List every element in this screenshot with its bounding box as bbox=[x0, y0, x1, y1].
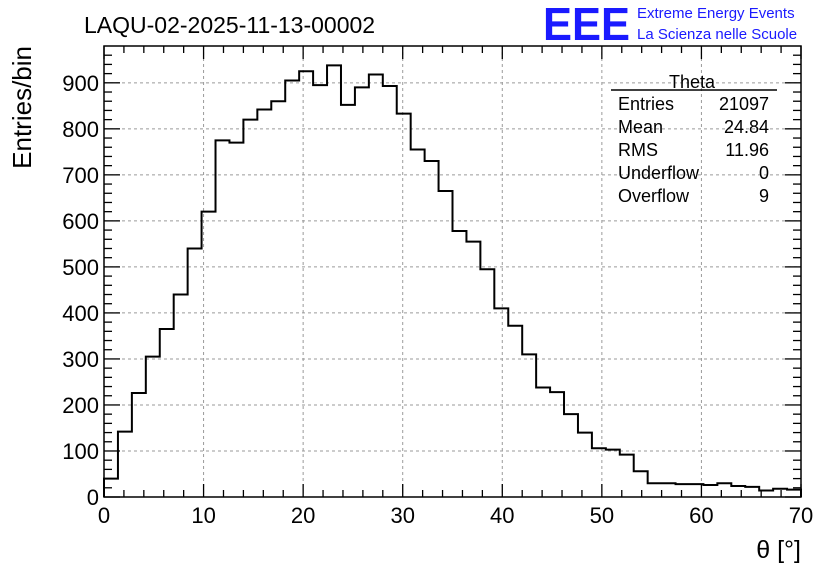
stats-value-underflow: 0 bbox=[759, 163, 769, 183]
y-tick-label: 400 bbox=[62, 301, 99, 326]
y-tick-label: 0 bbox=[87, 485, 99, 510]
x-tick-label: 60 bbox=[689, 503, 713, 528]
histogram-bin bbox=[676, 484, 690, 497]
histogram-bin bbox=[592, 448, 606, 497]
histogram-bin bbox=[257, 110, 271, 497]
y-tick-label: 100 bbox=[62, 439, 99, 464]
histogram-bin bbox=[606, 450, 620, 497]
histogram-bin bbox=[453, 231, 467, 497]
histogram-bin bbox=[522, 354, 536, 497]
histogram-bin bbox=[174, 295, 188, 497]
x-tick-label: 30 bbox=[390, 503, 414, 528]
y-tick-label: 500 bbox=[62, 255, 99, 280]
histogram-bin bbox=[202, 212, 216, 497]
stats-value-overflow: 9 bbox=[759, 186, 769, 206]
stats-value-entries: 21097 bbox=[719, 94, 769, 114]
histogram-bin bbox=[383, 86, 397, 497]
y-tick-labels: 0 100 200 300 400 500 600 700 800 900 bbox=[62, 71, 99, 510]
histogram-bin bbox=[188, 248, 202, 497]
histogram-bin bbox=[355, 87, 369, 497]
stats-value-mean: 24.84 bbox=[724, 117, 769, 137]
axis-ticks bbox=[103, 46, 802, 498]
histogram-bin bbox=[717, 483, 731, 497]
stats-label-rms: RMS bbox=[618, 140, 658, 160]
histogram-bin bbox=[773, 489, 787, 497]
histogram-bin bbox=[787, 490, 801, 497]
histogram-bin bbox=[634, 471, 648, 497]
eee-logo-line2: La Scienza nelle Scuole bbox=[637, 26, 797, 43]
y-tick-label: 800 bbox=[62, 117, 99, 142]
histogram-outline bbox=[103, 64, 802, 497]
histogram-bin bbox=[243, 120, 257, 497]
histogram-bin bbox=[578, 433, 592, 497]
histogram-bin bbox=[132, 393, 146, 497]
histogram-bin bbox=[480, 269, 494, 497]
eee-logo-line1: Extreme Energy Events bbox=[637, 5, 795, 22]
grid-lines bbox=[104, 46, 801, 497]
histogram-bin bbox=[160, 329, 174, 497]
stats-title: Theta bbox=[669, 72, 716, 92]
histogram-bin bbox=[425, 161, 439, 497]
histogram-bin bbox=[494, 308, 508, 497]
histogram-bin bbox=[229, 143, 243, 497]
y-tick-label: 300 bbox=[62, 347, 99, 372]
x-axis-label: θ [°] bbox=[756, 536, 801, 564]
histogram-bin bbox=[745, 487, 759, 497]
histogram-bin bbox=[703, 485, 717, 497]
histogram-bin bbox=[662, 483, 676, 497]
histogram-bin bbox=[313, 85, 327, 497]
eee-logo: EEE Extreme Energy Events La Scienza nel… bbox=[543, 0, 797, 50]
histogram-bin bbox=[285, 81, 299, 497]
histogram-bin bbox=[466, 242, 480, 497]
histogram-bin bbox=[536, 387, 550, 497]
chart-title: LAQU-02-2025-11-13-00002 bbox=[84, 12, 375, 38]
x-tick-label: 0 bbox=[98, 503, 110, 528]
y-axis-label: Entries/bin bbox=[7, 46, 37, 169]
histogram-bin bbox=[369, 75, 383, 497]
histogram-bin bbox=[648, 483, 662, 497]
x-tick-label: 40 bbox=[490, 503, 514, 528]
x-tick-label: 10 bbox=[191, 503, 215, 528]
eee-logo-mark: EEE bbox=[543, 0, 630, 50]
x-tick-labels: 0 10 20 30 40 50 60 70 bbox=[98, 503, 813, 528]
histogram-bin bbox=[118, 432, 132, 497]
histogram-bin bbox=[411, 150, 425, 497]
histogram-bin bbox=[508, 326, 522, 497]
histogram-bin bbox=[146, 357, 160, 497]
histogram-bin bbox=[271, 101, 285, 497]
histogram-bin bbox=[564, 414, 578, 497]
x-tick-label: 50 bbox=[590, 503, 614, 528]
stats-label-entries: Entries bbox=[618, 94, 674, 114]
y-tick-label: 700 bbox=[62, 163, 99, 188]
histogram-bin bbox=[397, 114, 411, 497]
stats-label-overflow: Overflow bbox=[618, 186, 690, 206]
histogram-bin bbox=[327, 65, 341, 497]
x-tick-label: 70 bbox=[789, 503, 813, 528]
stats-value-rms: 11.96 bbox=[725, 140, 769, 160]
y-tick-label: 600 bbox=[62, 209, 99, 234]
x-tick-label: 20 bbox=[291, 503, 315, 528]
stats-label-underflow: Underflow bbox=[618, 163, 700, 183]
histogram-bin bbox=[550, 392, 564, 497]
y-tick-label: 900 bbox=[62, 71, 99, 96]
plot-frame bbox=[103, 45, 802, 498]
histogram-bin bbox=[439, 191, 453, 497]
histogram-bin bbox=[731, 486, 745, 497]
y-tick-label: 200 bbox=[62, 393, 99, 418]
stats-label-mean: Mean bbox=[618, 117, 663, 137]
stats-box: Theta Entries 21097 Mean 24.84 RMS 11.96… bbox=[611, 72, 777, 206]
histogram-bin bbox=[299, 71, 313, 497]
histogram-bin bbox=[341, 105, 355, 497]
histogram-bin bbox=[216, 140, 230, 497]
